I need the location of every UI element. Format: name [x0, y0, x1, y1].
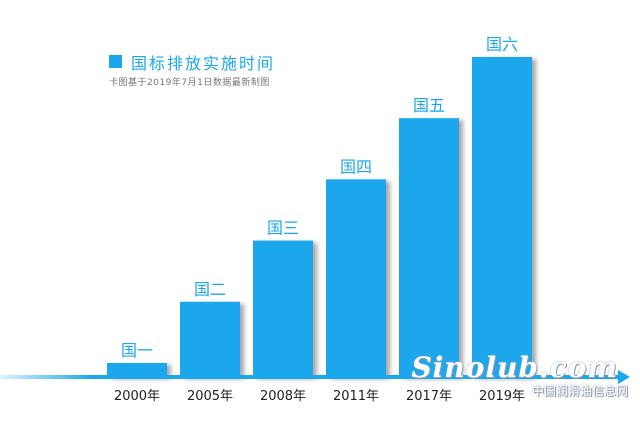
watermark: Sinolub.com 中国润滑油信息网: [411, 351, 630, 399]
x-tick-label-2: 2008年: [260, 389, 306, 404]
legend-title: 国标排放实施时间: [131, 54, 276, 73]
value-label-4: 国五: [413, 96, 445, 115]
x-tick-label-4: 2017年: [406, 389, 452, 404]
value-label-2: 国三: [267, 219, 299, 238]
value-label-0: 国一: [121, 341, 153, 360]
bar-0: [107, 363, 167, 377]
bars-group: [107, 57, 532, 377]
x-tick-label-3: 2011年: [333, 389, 379, 404]
x-tick-label-5: 2019年: [479, 389, 525, 404]
bar-1: [180, 301, 240, 377]
x-axis: [0, 370, 630, 384]
watermark-text: 中国润滑油信息网: [531, 384, 628, 398]
bar-5: [472, 57, 532, 377]
x-axis-line: [0, 375, 622, 379]
x-tick-labels-group: 2000年 2005年 2008年 2011年 2017年 2019年: [114, 389, 525, 404]
value-label-1: 国二: [194, 280, 226, 299]
x-axis-arrow: [618, 370, 630, 384]
legend-subtitle: 卡图基于2019年7月1日数据最新制图: [109, 78, 270, 88]
bar-2: [253, 240, 313, 377]
value-label-3: 国四: [340, 157, 372, 176]
watermark-logo: Sinolub.com: [411, 351, 618, 384]
x-tick-label-0: 2000年: [114, 389, 160, 404]
bar-4: [399, 118, 459, 377]
bar-3: [326, 179, 386, 377]
x-tick-label-1: 2005年: [187, 389, 233, 404]
legend-swatch: [109, 55, 122, 68]
value-labels-group: 国一 国二 国三 国四 国五 国六: [121, 35, 518, 360]
value-label-5: 国六: [486, 35, 518, 54]
